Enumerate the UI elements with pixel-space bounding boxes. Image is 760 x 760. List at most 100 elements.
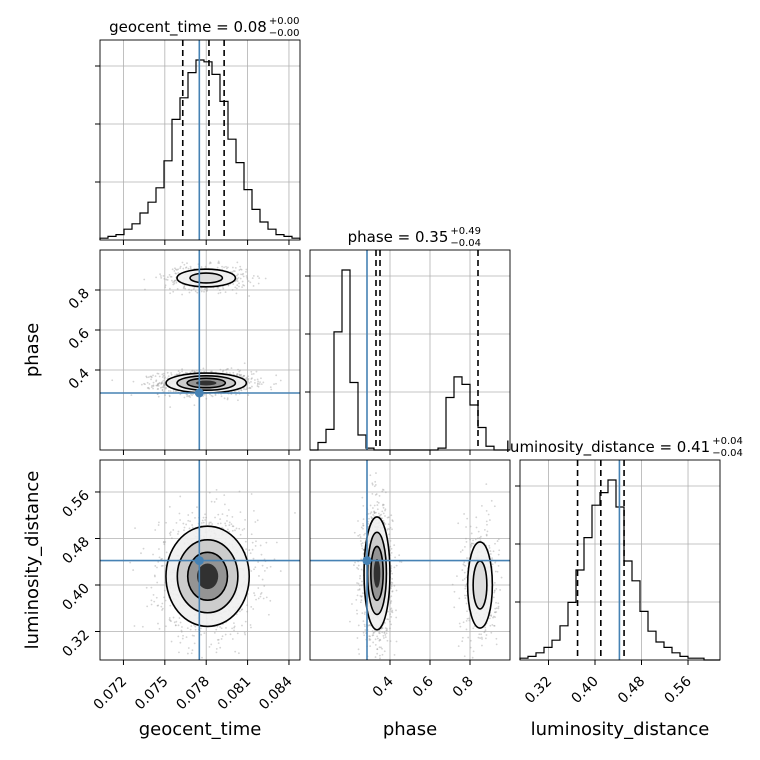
sample-point — [377, 501, 380, 504]
sample-point — [497, 605, 500, 608]
sample-point — [394, 556, 396, 559]
sample-point — [495, 607, 498, 610]
sample-point — [364, 611, 366, 614]
sample-point — [389, 602, 392, 605]
sample-point — [359, 601, 362, 604]
sample-point — [497, 667, 499, 669]
sample-point — [222, 369, 225, 372]
sample-point — [361, 612, 364, 615]
sample-point — [168, 618, 171, 621]
sample-point — [202, 521, 205, 524]
sample-point — [485, 520, 488, 523]
sample-point — [166, 371, 169, 374]
sample-point — [152, 387, 154, 390]
sample-point — [173, 270, 176, 272]
sample-point — [189, 628, 192, 631]
sample-point — [465, 628, 468, 631]
sample-point — [185, 393, 188, 396]
sample-point — [252, 557, 255, 560]
sample-point — [391, 519, 394, 522]
sample-point — [165, 625, 167, 628]
sample-point — [253, 568, 255, 571]
sample-point — [250, 380, 252, 383]
sample-point — [241, 273, 244, 276]
sample-point — [388, 533, 391, 536]
sample-point — [196, 506, 198, 509]
sample-point — [499, 589, 501, 591]
sample-point — [494, 616, 496, 619]
sample-point — [231, 638, 234, 640]
sample-point — [374, 511, 376, 514]
sample-point — [163, 383, 166, 386]
sample-point — [219, 522, 222, 525]
sample-point — [163, 589, 166, 592]
sample-point — [469, 646, 472, 649]
sample-point — [163, 543, 166, 546]
sample-point — [204, 519, 207, 521]
sample-point — [232, 525, 235, 528]
sample-point — [349, 620, 351, 623]
sample-point — [233, 270, 236, 273]
sample-point — [260, 377, 262, 380]
sample-point — [156, 383, 159, 386]
sample-point — [245, 378, 248, 380]
sample-point — [257, 561, 259, 563]
sample-point — [169, 604, 172, 607]
sample-point — [357, 534, 360, 537]
panel-frame — [519, 459, 721, 661]
contour-line — [176, 539, 239, 614]
sample-point — [217, 262, 220, 264]
sample-point — [386, 528, 389, 531]
sample-point — [231, 266, 234, 269]
sample-point — [384, 515, 386, 517]
sample-point — [376, 500, 379, 503]
sample-point — [385, 629, 388, 632]
sample-point — [208, 521, 211, 524]
sample-point — [179, 621, 182, 624]
sample-point — [173, 621, 176, 624]
sample-point — [393, 584, 396, 587]
sample-point — [353, 531, 356, 534]
sample-point — [247, 387, 249, 390]
sample-point — [466, 517, 469, 520]
sample-point — [468, 619, 471, 622]
panel-phase-phase — [305, 249, 511, 455]
sample-point — [493, 624, 496, 627]
sample-point — [359, 575, 362, 577]
sample-point — [177, 268, 180, 271]
sample-point — [221, 370, 224, 373]
sample-point — [204, 265, 207, 268]
sample-point — [257, 385, 260, 388]
sample-point — [483, 631, 486, 634]
sample-point — [241, 280, 244, 283]
sample-point — [478, 537, 481, 539]
sample-point — [275, 382, 277, 385]
sample-point — [275, 541, 278, 544]
sample-point — [156, 384, 159, 387]
sample-point — [167, 389, 170, 392]
sample-point — [191, 634, 194, 637]
sample-point — [390, 514, 393, 517]
sample-point — [193, 634, 195, 637]
sample-point — [373, 512, 376, 514]
sample-point — [241, 286, 244, 289]
sample-point — [466, 617, 469, 620]
sample-point — [164, 541, 167, 543]
sample-point — [451, 583, 454, 586]
sample-point — [150, 603, 153, 606]
sample-point — [262, 597, 265, 600]
sample-point — [379, 514, 382, 517]
sample-point — [174, 390, 177, 393]
sample-point — [159, 386, 162, 389]
sample-point — [360, 584, 363, 587]
sample-point — [179, 519, 181, 521]
sample-point — [247, 380, 250, 383]
sample-point — [360, 595, 363, 598]
sample-point — [160, 565, 163, 567]
sample-point — [256, 383, 259, 386]
sample-point — [152, 594, 155, 596]
sample-point — [146, 381, 149, 384]
sample-point — [134, 527, 136, 530]
sample-point — [381, 627, 384, 630]
